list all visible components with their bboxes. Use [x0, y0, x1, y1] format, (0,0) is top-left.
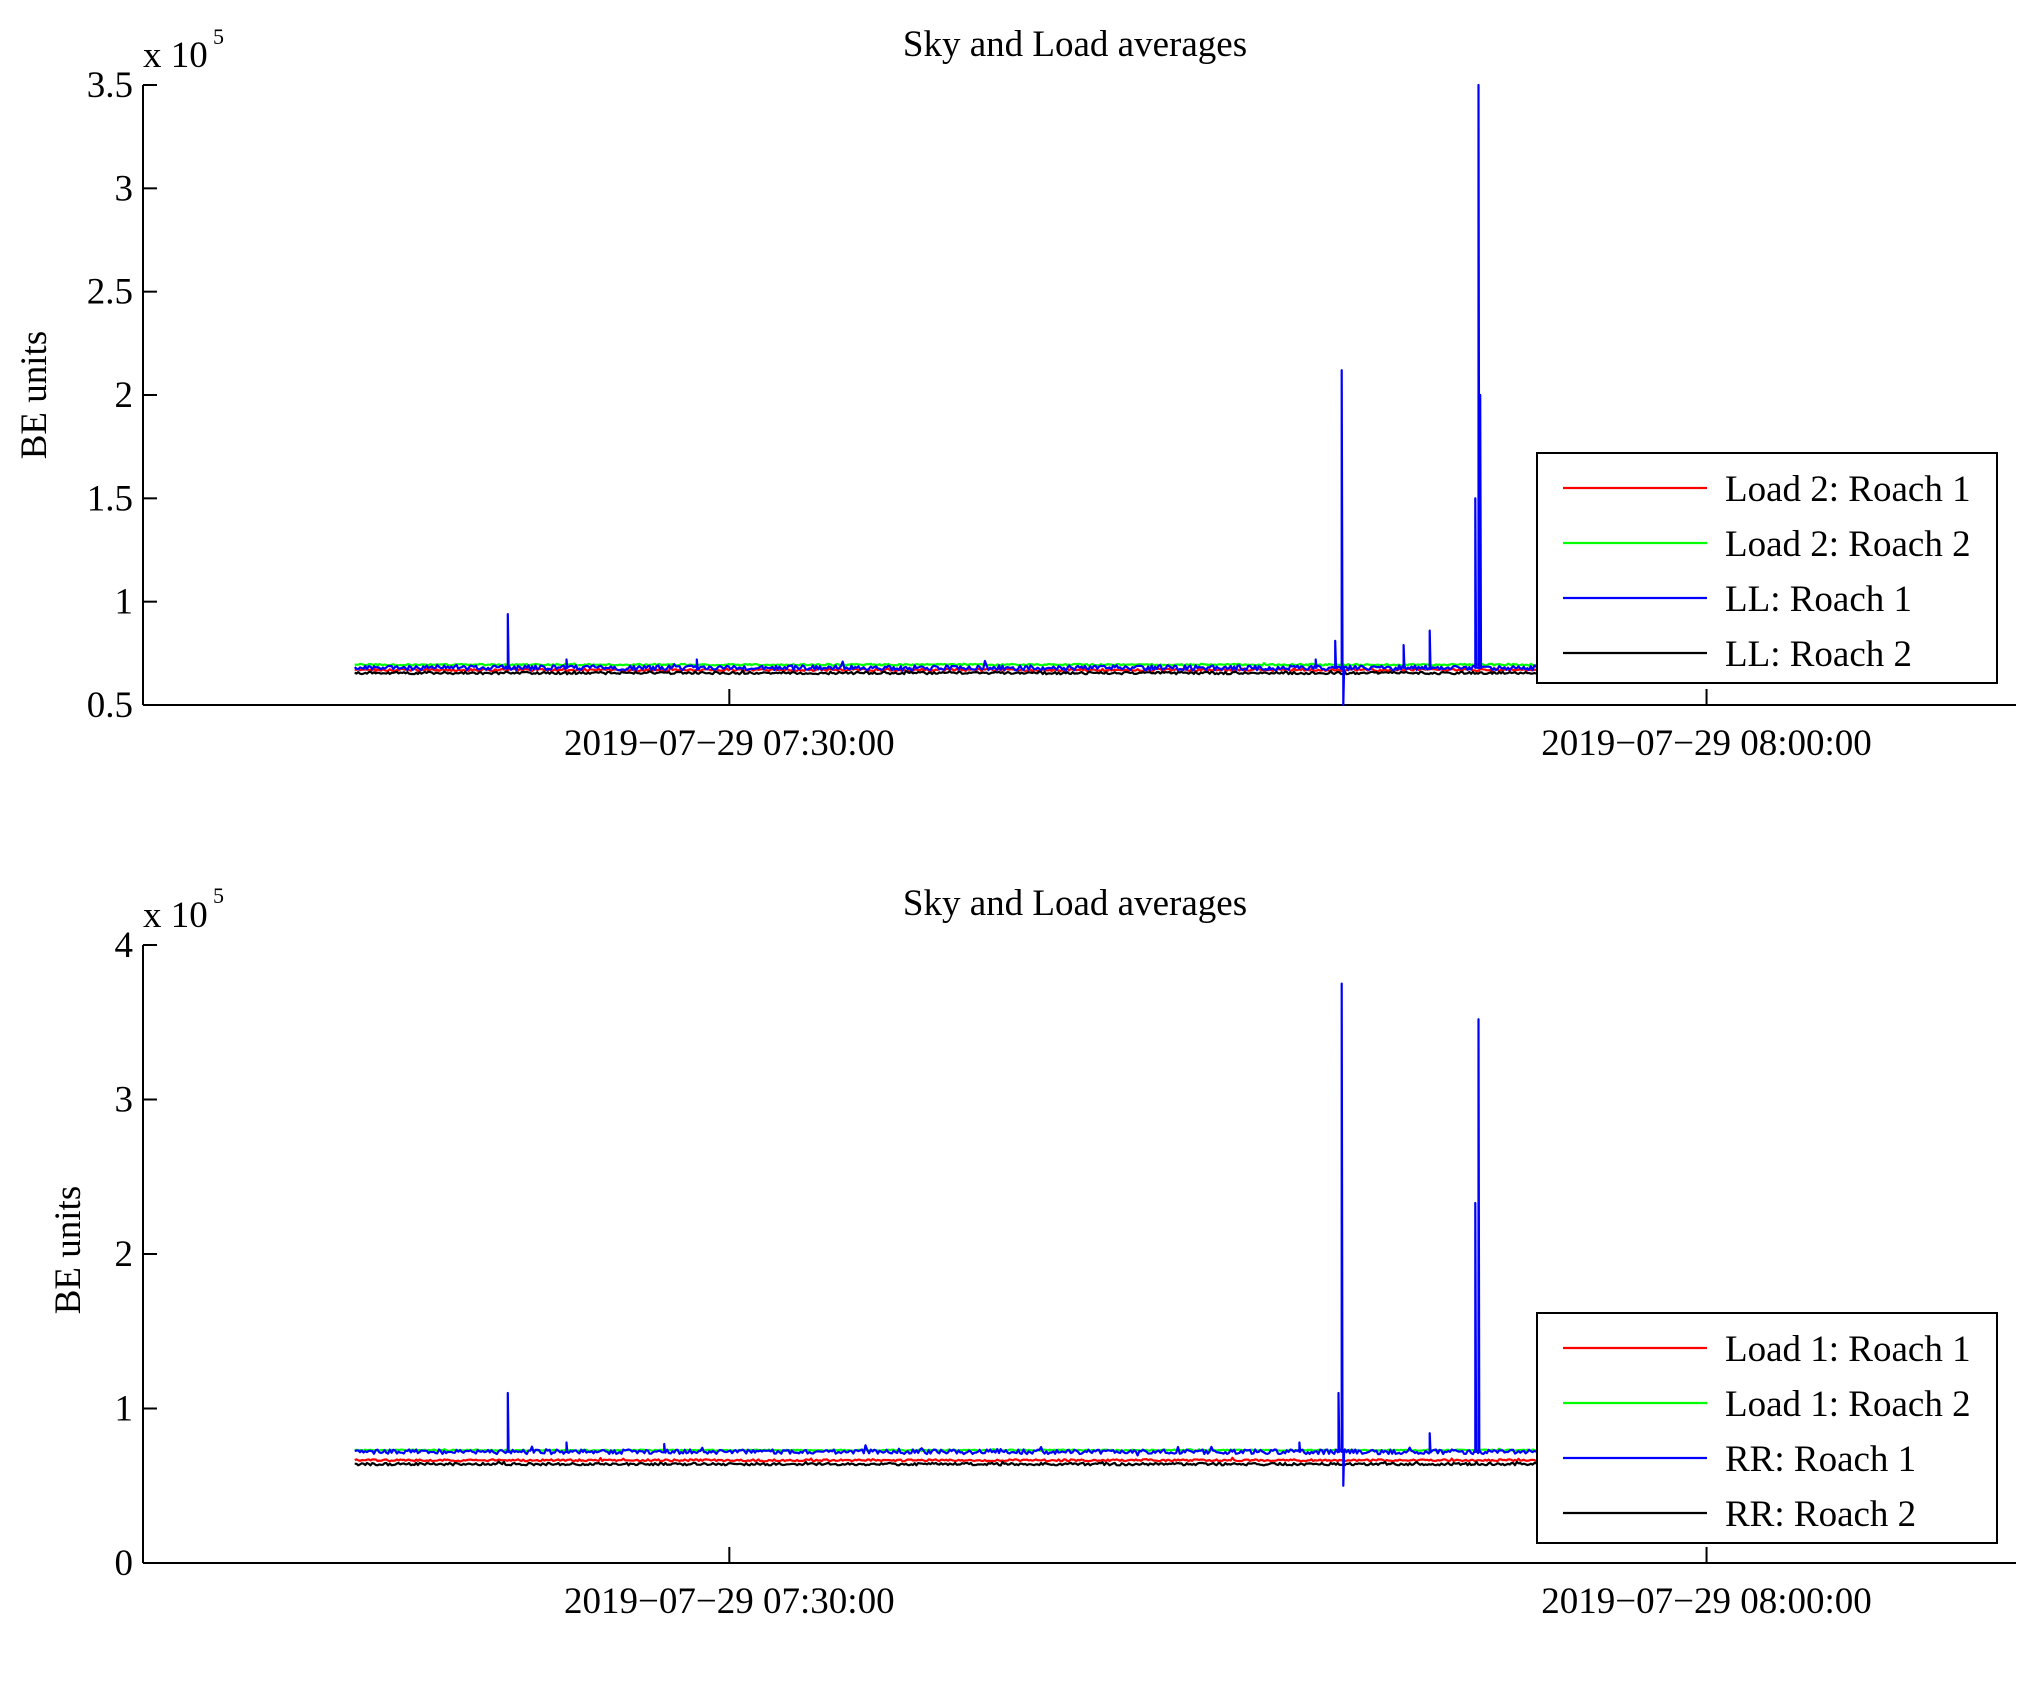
y-tick-label: 2 [115, 375, 134, 416]
y-tick-label: 2.5 [87, 272, 133, 313]
y-tick-label: 0.5 [87, 685, 133, 726]
x-ticks: 2019−07−29 07:30:00 2019−07−29 08:00:00 [564, 1547, 1872, 1622]
y-tick-label: 0 [115, 1543, 134, 1584]
y-tick-label: 3.5 [87, 65, 133, 106]
y-tick-label: 3 [115, 168, 134, 209]
chart-title: Sky and Load averages [903, 883, 1247, 924]
legend-label: Load 2: Roach 2 [1725, 524, 1971, 565]
y-multiplier-exponent: 5 [213, 24, 224, 49]
y-axis-label: BE units [48, 1186, 89, 1315]
y-axis-label: BE units [14, 331, 55, 460]
y-tick-label: 1 [115, 582, 134, 623]
legend-label: RR: Roach 1 [1725, 1439, 1916, 1480]
legend-label: RR: Roach 2 [1725, 1494, 1916, 1535]
y-multiplier: x 10 5 [143, 883, 224, 936]
y-tick-label: 2 [115, 1234, 134, 1275]
y-tick-label: 1.5 [87, 478, 133, 519]
y-multiplier: x 10 5 [143, 24, 224, 76]
x-tick-label: 2019−07−29 07:30:00 [564, 723, 895, 764]
legend-label: Load 1: Roach 2 [1725, 1384, 1971, 1425]
y-multiplier-base: x 10 [143, 35, 208, 76]
legend-box [1536, 1312, 1998, 1544]
x-ticks: 2019−07−29 07:30:00 2019−07−29 08:00:00 [564, 689, 1872, 764]
chart-bottom: Sky and Load averages BE units x 10 5 0 1… [48, 883, 2016, 1622]
y-tick-label: 4 [115, 925, 134, 966]
x-tick-label: 2019−07−29 08:00:00 [1541, 1581, 1872, 1622]
legend: Load 1: Roach 1 Load 1: Roach 2 RR: Roach … [1536, 1312, 1998, 1544]
chart-top: Sky and Load averages BE units x 10 5 0.… [14, 24, 2016, 764]
y-tick-label: 3 [115, 1080, 134, 1121]
y-multiplier-exponent: 5 [213, 883, 224, 908]
legend-label: LL: Roach 2 [1725, 634, 1912, 675]
y-tick-label: 1 [115, 1389, 134, 1430]
x-tick-label: 2019−07−29 07:30:00 [564, 1581, 895, 1622]
y-multiplier-base: x 10 [143, 895, 208, 936]
x-tick-label: 2019−07−29 08:00:00 [1541, 723, 1872, 764]
y-ticks: 0 1 2 3 4 [115, 925, 157, 1584]
legend-label: LL: Roach 1 [1725, 579, 1912, 620]
y-ticks: 0.5 1 1.5 2 2.5 3 3.5 [87, 65, 157, 726]
chart-title: Sky and Load averages [903, 24, 1247, 65]
legend: Load 2: Roach 1 Load 2: Roach 2 LL: Roach … [1536, 452, 1998, 684]
legend-box [1536, 452, 1998, 684]
legend-label: Load 1: Roach 1 [1725, 1329, 1971, 1370]
legend-label: Load 2: Roach 1 [1725, 469, 1971, 510]
